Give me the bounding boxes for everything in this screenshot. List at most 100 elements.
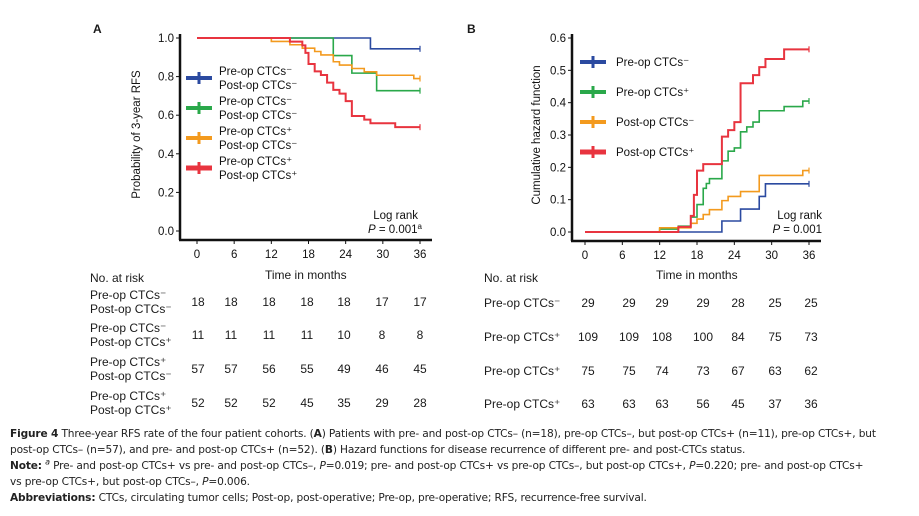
x-tick-label: 24 — [728, 250, 741, 262]
risk-cell: 73 — [696, 364, 710, 378]
risk-cell: 56 — [696, 397, 710, 411]
legend-label-line1: Pre-op CTCs⁺ — [219, 156, 292, 168]
risk-cell: 55 — [300, 362, 314, 376]
series-line-1 — [585, 183, 809, 233]
note-text: =0.019; pre- and post-op CTCs+ vs pre-op… — [325, 460, 690, 472]
risk-cell: 17 — [413, 295, 427, 309]
risk-cell: 52 — [191, 396, 205, 410]
x-tick-label: 18 — [302, 249, 315, 261]
risk-row-label-line2: Post-op CTCs⁺ — [90, 403, 172, 417]
risk-cell: 73 — [804, 330, 818, 344]
abbreviations-line: Abbreviations: CTCs, circulating tumor c… — [10, 490, 915, 506]
risk-cell: 74 — [655, 364, 669, 378]
risk-cell: 25 — [768, 296, 782, 310]
y-tick-label: 0.2 — [158, 187, 174, 199]
risk-cell: 75 — [622, 364, 636, 378]
risk-row-label-line1: Pre-op CTCs⁺ — [90, 355, 167, 369]
risk-cell: 63 — [655, 397, 669, 411]
figure-label: Figure 4 — [10, 428, 59, 440]
risk-cell: 49 — [337, 362, 351, 376]
risk-cell: 63 — [622, 397, 636, 411]
risk-cell: 29 — [655, 296, 669, 310]
risk-cell: 29 — [581, 296, 595, 310]
y-tick-label: 0.2 — [550, 162, 566, 174]
p-symbol: P — [689, 460, 696, 472]
x-tick-label: 6 — [231, 249, 237, 261]
x-tick-label: 6 — [619, 250, 625, 262]
p-symbol: P — [202, 476, 209, 488]
panel-a-letter: A — [93, 22, 102, 36]
legend-label-line2: Post-op CTCs⁻ — [219, 140, 297, 152]
series-line-4 — [197, 37, 420, 129]
x-tick-label: 18 — [691, 250, 704, 262]
risk-row-label: Pre-op CTCs⁻ — [484, 296, 561, 310]
risk-row-label-line2: Post-op CTCs⁻ — [90, 302, 172, 316]
legend-label-line1: Pre-op CTCs⁻ — [219, 66, 292, 78]
risk-cell: 84 — [731, 330, 745, 344]
x-tick-label: 30 — [376, 249, 389, 261]
x-tick-label: 12 — [265, 249, 278, 261]
x-tick-label: 0 — [582, 250, 588, 262]
risk-cell: 17 — [375, 295, 389, 309]
x-tick-label: 12 — [653, 250, 666, 262]
log-rank-label: Log rank — [373, 210, 418, 222]
legend-label: Post-op CTCs⁻ — [616, 117, 694, 129]
caption-line-2: post-op CTCs– (n=57), and pre- and post-… — [10, 442, 915, 458]
risk-cell: 75 — [581, 364, 595, 378]
legend-label-line2: Post-op CTCs⁺ — [219, 170, 297, 182]
series-line-4 — [585, 48, 809, 233]
risk-cell: 29 — [375, 396, 389, 410]
panel-b-letter: B — [467, 22, 476, 36]
x-tick-label: 0 — [194, 249, 200, 261]
risk-cell: 37 — [768, 397, 782, 411]
risk-cell: 75 — [768, 330, 782, 344]
risk-cell: 25 — [804, 296, 818, 310]
legend-label-line2: Post-op CTCs⁻ — [219, 80, 297, 92]
legend-label-line1: Pre-op CTCs⁻ — [219, 96, 292, 108]
abbreviations-text: CTCs, circulating tumor cells; Post-op, … — [95, 492, 647, 504]
risk-cell: 100 — [692, 330, 714, 344]
risk-cell: 46 — [375, 362, 389, 376]
risk-cell: 18 — [224, 295, 238, 309]
x-tick-label: 36 — [803, 250, 816, 262]
caption-panel-a: A — [313, 428, 322, 440]
risk-cell: 56 — [262, 362, 276, 376]
risk-cell: 62 — [804, 364, 818, 378]
abbreviations-label: Abbreviations: — [10, 492, 96, 504]
risk-cell: 52 — [262, 396, 276, 410]
series-line-3 — [197, 37, 420, 80]
caption-text: ) Patients with pre- and post-op CTCs– (… — [321, 428, 876, 440]
legend-label-line2: Post-op CTCs⁻ — [219, 110, 297, 122]
risk-cell: 11 — [191, 328, 205, 342]
risk-cell: 45 — [300, 396, 314, 410]
y-tick-label: 0.3 — [550, 130, 566, 142]
risk-cell: 109 — [618, 330, 640, 344]
note-text: vs pre-op CTCs+, but post-op CTCs–, — [10, 476, 203, 488]
risk-cell: 109 — [577, 330, 599, 344]
risk-row-label: Pre-op CTCs⁺ — [484, 397, 561, 411]
risk-cell: 28 — [413, 396, 427, 410]
caption-text: post-op CTCs– (n=57), and pre- and post-… — [10, 444, 325, 456]
note-line-1: Note: a Pre- and post-op CTCs+ vs pre- a… — [10, 458, 915, 474]
risk-row-label-line2: Post-op CTCs⁻ — [90, 369, 172, 383]
risk-cell: 28 — [731, 296, 745, 310]
y-tick-label: 1.0 — [158, 33, 174, 45]
x-tick-label: 30 — [765, 250, 778, 262]
legend-label: Post-op CTCs⁺ — [616, 147, 694, 159]
risk-cell: 35 — [337, 396, 351, 410]
p-symbol: P — [319, 460, 326, 472]
risk-cell: 57 — [191, 362, 205, 376]
risk-row-label: Pre-op CTCs⁺ — [484, 364, 561, 378]
chart-b-hazard: 0.0 0.1 0.2 0.3 0.4 0.5 0.6 0 6 12 18 24 30 36 Cumulat… — [531, 33, 822, 262]
y-tick-label: 0.5 — [550, 65, 566, 77]
y-axis-label: Probability of 3-year RFS — [131, 70, 143, 199]
risk-cell: 18 — [300, 295, 314, 309]
risk-cell: 8 — [378, 328, 386, 342]
risk-cell: 45 — [413, 362, 427, 376]
chart-a-rfs: 0.0 0.2 0.4 0.6 0.8 1.0 0 6 12 18 24 30 36 Probabilit… — [131, 33, 432, 261]
y-tick-label: 0.4 — [158, 149, 175, 161]
legend-label: Pre-op CTCs⁺ — [616, 87, 689, 99]
risk-row-label-line1: Pre-op CTCs⁻ — [90, 321, 167, 335]
risk-cell: 8 — [416, 328, 424, 342]
y-tick-label: 0.8 — [158, 72, 174, 84]
